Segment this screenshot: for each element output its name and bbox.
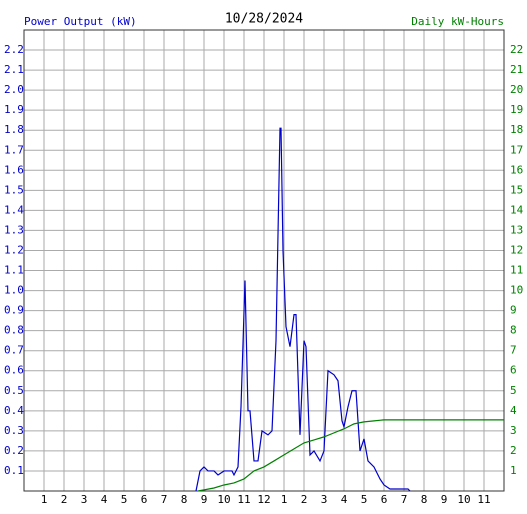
y2-tick-label: 19 xyxy=(510,103,523,116)
y2-tick-label: 21 xyxy=(510,63,523,76)
x-tick-label: 6 xyxy=(141,493,148,506)
x-tick-label: 6 xyxy=(381,493,388,506)
y-tick-label: 1.1 xyxy=(4,264,24,277)
y-tick-label: 1.8 xyxy=(4,123,24,136)
y-tick-label: 1.7 xyxy=(4,143,24,156)
y-tick-label: 1.9 xyxy=(4,103,24,116)
series-line xyxy=(195,127,411,492)
y-tick-label: 1.4 xyxy=(4,203,24,216)
y2-tick-label: 15 xyxy=(510,183,523,196)
x-tick-label: 4 xyxy=(101,493,108,506)
x-tick-label: 12 xyxy=(257,493,270,506)
plot-border xyxy=(23,29,505,492)
x-tick-label: 3 xyxy=(81,493,88,506)
x-tick-label: 7 xyxy=(401,493,408,506)
y2-tick-label: 13 xyxy=(510,223,523,236)
x-tick-label: 3 xyxy=(321,493,328,506)
series-line xyxy=(197,419,504,492)
right-axis-label: Daily kW-Hours xyxy=(411,15,504,28)
x-tick-label: 1 xyxy=(281,493,288,506)
y2-tick-label: 12 xyxy=(510,243,523,256)
x-tick-label: 11 xyxy=(237,493,250,506)
x-tick-label: 5 xyxy=(121,493,128,506)
y-tick-label: 2.2 xyxy=(4,43,24,56)
y-tick-label: 1.5 xyxy=(4,183,24,196)
y-tick-label: 1.0 xyxy=(4,284,24,297)
y2-tick-label: 20 xyxy=(510,83,523,96)
y-tick-label: 0.8 xyxy=(4,324,24,337)
y2-tick-label: 17 xyxy=(510,143,523,156)
y-tick-label: 0.9 xyxy=(4,304,24,317)
y2-tick-label: 14 xyxy=(510,203,524,216)
y2-tick-label: 4 xyxy=(510,404,517,417)
y2-tick-label: 5 xyxy=(510,384,517,397)
x-tick-label: 9 xyxy=(441,493,448,506)
y-tick-label: 1.2 xyxy=(4,243,24,256)
y2-tick-label: 16 xyxy=(510,163,523,176)
x-tick-label: 4 xyxy=(341,493,348,506)
y2-tick-label: 11 xyxy=(510,264,523,277)
y2-tick-label: 9 xyxy=(510,304,517,317)
y2-tick-label: 1 xyxy=(510,464,517,477)
y-tick-label: 0.4 xyxy=(4,404,24,417)
y2-tick-label: 10 xyxy=(510,284,523,297)
x-tick-label: 2 xyxy=(61,493,68,506)
y2-tick-label: 3 xyxy=(510,424,517,437)
x-tick-label: 10 xyxy=(457,493,470,506)
y2-tick-label: 8 xyxy=(510,324,517,337)
x-tick-label: 11 xyxy=(477,493,490,506)
y2-tick-label: 18 xyxy=(510,123,523,136)
y2-tick-label: 2 xyxy=(510,444,517,457)
x-tick-label: 2 xyxy=(301,493,308,506)
chart-title: 10/28/2024 xyxy=(225,12,303,27)
y-tick-label: 0.6 xyxy=(4,364,24,377)
x-tick-label: 5 xyxy=(361,493,368,506)
x-tick-label: 8 xyxy=(421,493,428,506)
y-tick-label: 2.0 xyxy=(4,83,24,96)
y-tick-label: 0.3 xyxy=(4,424,24,437)
x-tick-label: 1 xyxy=(41,493,48,506)
x-tick-label: 9 xyxy=(201,493,208,506)
x-tick-label: 10 xyxy=(217,493,230,506)
x-tick-label: 7 xyxy=(161,493,168,506)
y2-tick-label: 22 xyxy=(510,43,523,56)
y-tick-label: 2.1 xyxy=(4,63,24,76)
x-tick-label: 8 xyxy=(181,493,188,506)
y-tick-label: 0.5 xyxy=(4,384,24,397)
y2-tick-label: 6 xyxy=(510,364,517,377)
y-tick-label: 0.7 xyxy=(4,344,24,357)
y-tick-label: 1.3 xyxy=(4,223,24,236)
y-tick-label: 0.1 xyxy=(4,464,24,477)
left-axis-label: Power Output (kW) xyxy=(24,15,137,28)
y-tick-label: 0.2 xyxy=(4,444,24,457)
y2-tick-label: 7 xyxy=(510,344,517,357)
y-tick-label: 1.6 xyxy=(4,163,24,176)
